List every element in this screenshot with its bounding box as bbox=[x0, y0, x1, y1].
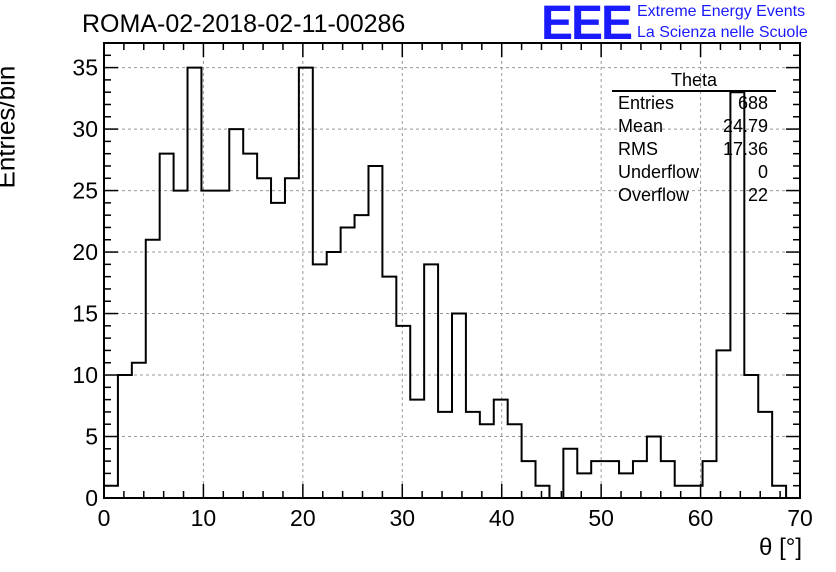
x-tick-label: 50 bbox=[588, 505, 614, 531]
histogram-bin bbox=[396, 326, 410, 498]
histogram-bin bbox=[675, 486, 689, 498]
histogram-bin bbox=[591, 461, 605, 498]
stats-label: Underflow bbox=[618, 162, 700, 182]
histogram-bin bbox=[438, 412, 452, 498]
histogram-bin bbox=[299, 68, 313, 498]
stats-row-entries: Entries 688 bbox=[612, 92, 776, 115]
histogram-bin bbox=[313, 264, 327, 498]
plot-frame bbox=[103, 42, 801, 499]
histogram-bin bbox=[480, 424, 494, 498]
stats-value: 0 bbox=[757, 162, 768, 182]
stats-row-underflow: Underflow 0 bbox=[612, 161, 776, 184]
stats-row-rms: RMS 17.36 bbox=[612, 138, 776, 161]
histogram-bin bbox=[661, 461, 675, 498]
histogram-bin bbox=[243, 154, 257, 498]
stats-label: Entries bbox=[618, 93, 675, 113]
histogram-bin bbox=[758, 412, 772, 498]
x-tick-label: 40 bbox=[489, 505, 515, 531]
histogram-bin bbox=[146, 240, 160, 498]
histogram-bin bbox=[633, 461, 647, 498]
y-tick-label: 5 bbox=[85, 424, 98, 450]
histogram-bin bbox=[132, 363, 146, 498]
histogram-bin bbox=[563, 449, 577, 498]
stats-box: Theta Entries 688 Mean 24.79 RMS 17.36 U… bbox=[612, 70, 776, 207]
histogram-bin bbox=[744, 375, 758, 498]
stats-title: Theta bbox=[612, 70, 776, 92]
histogram-bin bbox=[355, 215, 369, 498]
histogram-bin bbox=[188, 68, 202, 498]
histogram-outline bbox=[103, 66, 800, 499]
histogram-bin bbox=[174, 191, 188, 498]
histogram-bin bbox=[160, 154, 174, 498]
histogram-bin bbox=[452, 314, 466, 498]
histogram-bin bbox=[341, 227, 355, 498]
stats-label: Mean bbox=[618, 116, 664, 136]
histogram-bin bbox=[647, 437, 661, 498]
x-tick-label: 20 bbox=[290, 505, 316, 531]
histogram-bin bbox=[285, 178, 299, 498]
y-tick-label: 35 bbox=[72, 55, 98, 81]
histogram-bin bbox=[104, 486, 118, 498]
stats-value: 17.36 bbox=[722, 139, 768, 159]
eee-logo-line1: Extreme Energy Events bbox=[637, 3, 806, 20]
histogram-bin bbox=[772, 486, 786, 498]
axis-ticks: 0 10 20 30 40 50 60 70 0 5 10 15 20 25 30 35 bbox=[72, 42, 813, 531]
histogram-bin bbox=[368, 166, 382, 498]
histogram-bin bbox=[522, 461, 536, 498]
y-tick-label: 30 bbox=[72, 116, 98, 142]
histogram-bin bbox=[118, 375, 132, 498]
x-tick-label: 30 bbox=[389, 505, 415, 531]
histogram-bin bbox=[494, 400, 508, 498]
stats-row-overflow: Overflow 22 bbox=[612, 184, 776, 207]
histogram-bin bbox=[229, 129, 243, 498]
histogram-bin bbox=[536, 486, 550, 498]
histogram-bin bbox=[508, 424, 522, 498]
y-tick-label: 10 bbox=[72, 362, 98, 388]
stats-row-mean: Mean 24.79 bbox=[612, 115, 776, 138]
y-axis-label-text: Entries/bin bbox=[0, 65, 21, 189]
x-tick-label: 0 bbox=[98, 505, 111, 531]
stats-label: RMS bbox=[618, 139, 658, 159]
histogram-bin bbox=[410, 400, 424, 498]
stats-value: 24.79 bbox=[722, 116, 768, 136]
stats-value: 22 bbox=[747, 185, 768, 205]
y-tick-label: 0 bbox=[85, 485, 98, 511]
chart-title: ROMA-02-2018-02-11-00286 bbox=[82, 10, 406, 38]
y-tick-label: 25 bbox=[72, 178, 98, 204]
histogram-bin bbox=[716, 350, 730, 498]
histogram-bin bbox=[201, 191, 215, 498]
histogram-bin bbox=[577, 473, 591, 498]
stats-value: 688 bbox=[737, 93, 768, 113]
histogram-bin bbox=[271, 203, 285, 498]
histogram-bin bbox=[327, 252, 341, 498]
eee-logo-line2: La Scienza nelle Scuole bbox=[637, 24, 808, 41]
histogram-bin bbox=[703, 461, 717, 498]
histogram-bin bbox=[424, 264, 438, 498]
x-axis-label: θ [°] bbox=[759, 534, 802, 561]
y-tick-label: 20 bbox=[72, 239, 98, 265]
histogram-bars bbox=[103, 66, 800, 499]
histogram-bin bbox=[605, 461, 619, 498]
histogram-bin bbox=[257, 178, 271, 498]
stats-label: Overflow bbox=[618, 185, 690, 205]
x-tick-label: 60 bbox=[688, 505, 714, 531]
x-tick-label: 10 bbox=[191, 505, 217, 531]
y-tick-label: 15 bbox=[72, 301, 98, 327]
eee-logo: EEE bbox=[541, 0, 633, 50]
histogram-bin bbox=[215, 191, 229, 498]
histogram-bin bbox=[382, 277, 396, 498]
x-tick-label: 70 bbox=[787, 505, 813, 531]
histogram-bin bbox=[466, 412, 480, 498]
